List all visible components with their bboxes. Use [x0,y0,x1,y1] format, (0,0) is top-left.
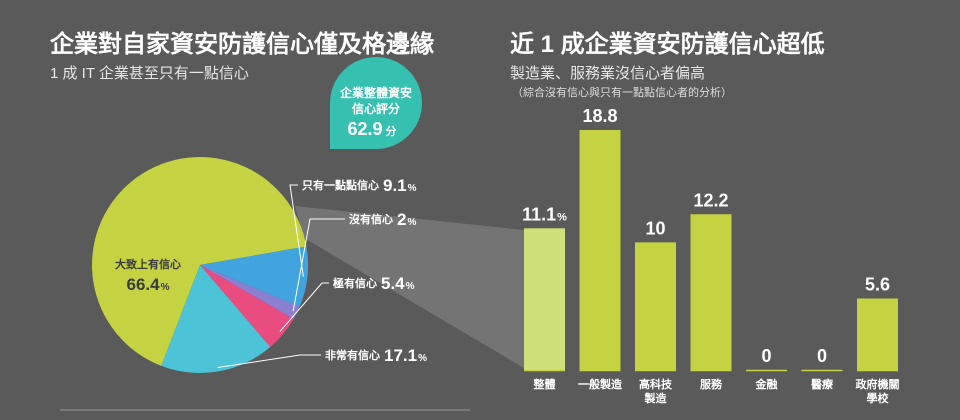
pie-leader-3 [292,218,345,312]
left-subtitle: 1 成 IT 企業甚至只有一點信心 [50,64,249,82]
pie-label-1: 大致上有信心 [115,257,181,271]
right-title: 近 1 成企業資安防護信心超低 [510,30,825,58]
pie-labels: 大致上有信心 66.4% 只有一點點信心 9.1% 沒有信心 2% 極有信心 5.4% 非常有信… [115,176,427,368]
pie-slice-1 [92,157,307,366]
score-bubble-line2: 信心評分 [352,101,400,116]
bar-category-5: 金融 [755,377,778,391]
pie-leader-4 [279,282,329,332]
pie-leader-2 [289,184,304,277]
pie-slice-4 [200,265,294,348]
bar-3 [635,242,676,370]
bar-2 [579,130,621,370]
pie-label-5: 非常有信心 [325,348,380,362]
pie-value-1: 66.4% [127,275,170,294]
bar-4 [690,214,732,370]
score-value: 62.9 分 [347,119,396,139]
bar-category-6: 醫療 [811,377,834,391]
bar-category-7-line1: 政府機關 [856,377,900,391]
pie-value-5: 17.1% [384,346,427,365]
score-number: 62.9 [347,119,382,139]
score-bubble-line1: 企業整體資安 [339,85,412,100]
pie-value-3: 2% [397,210,416,229]
pie-label-3: 沒有信心 [349,212,393,226]
bar-value-7: 5.6 [865,275,890,295]
score-bubble-shape [330,57,422,149]
pie-slice-2 [200,246,308,307]
bar-value-4: 12.2 [693,190,728,210]
bar-value-2: 18.8 [582,106,617,126]
bar-category-7-line2: 學校 [867,391,890,405]
score-bubble: 企業整體資安 信心評分 62.9 分 [330,57,422,149]
bar-category-2: 一般製造 [578,377,623,391]
pie-leader-5 [217,354,321,368]
bar-value-3: 10 [645,218,665,238]
left-title: 企業對自家資安防護信心僅及格邊緣 [50,30,434,58]
pie-slice-3 [200,265,300,319]
bar-value-1: 11.1% [522,204,567,224]
projection-cone [295,206,524,368]
bar-7 [857,298,898,370]
bar-category-3-line1: 高科技 [639,377,673,391]
bar-value-6: 0 [817,346,827,366]
bar-1 [524,228,565,370]
right-note: （綜合沒有信心與只有一點點信心者的分析） [512,85,732,99]
pie-chart [92,157,308,374]
bar-category-3-line2: 製造 [644,391,668,405]
score-unit: 分 [386,124,397,138]
pie-label-4: 極有信心 [332,276,377,290]
pie-label-2: 只有一點點信心 [302,178,379,192]
pie-value-2: 9.1% [383,176,417,195]
bar-category-4: 服務 [700,377,723,391]
bar-category-1: 整體 [533,377,556,391]
pie-value-4: 5.4% [381,274,415,293]
bar-value-5: 0 [761,346,771,366]
pie-slice-5 [161,265,271,374]
right-subtitle: 製造業、服務業沒信心者偏高 [510,65,705,82]
